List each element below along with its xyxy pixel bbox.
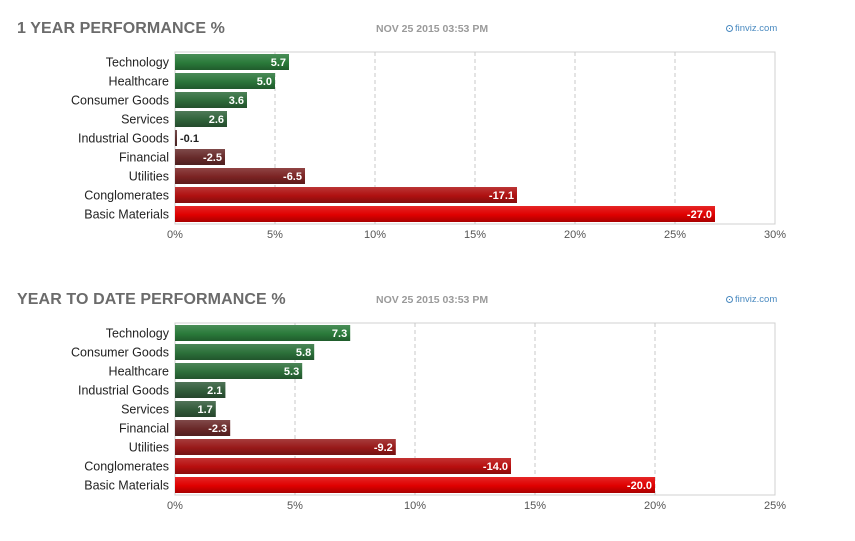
brand-link[interactable]: finviz.com <box>726 23 777 34</box>
bar <box>175 130 177 146</box>
category-label: Consumer Goods <box>71 94 169 108</box>
bar <box>175 382 226 398</box>
value-label: 5.8 <box>296 347 311 359</box>
ytd-performance-panel: YEAR TO DATE PERFORMANCE % NOV 25 2015 0… <box>0 291 855 541</box>
category-label: Conglomerates <box>84 189 169 203</box>
category-label: Technology <box>106 56 170 70</box>
x-tick-label: 20% <box>564 229 586 241</box>
bar <box>175 458 511 474</box>
value-label: -9.2 <box>374 442 393 454</box>
chart-title: 1 YEAR PERFORMANCE % <box>17 20 225 37</box>
bar <box>175 363 303 379</box>
x-tick-label: 0% <box>167 500 183 512</box>
value-label: 2.1 <box>207 385 222 397</box>
x-tick-label: 0% <box>167 229 183 241</box>
value-label: -27.0 <box>687 209 712 221</box>
value-label: 3.6 <box>229 95 244 107</box>
category-label: Conglomerates <box>84 460 169 474</box>
x-tick-label: 10% <box>404 500 426 512</box>
ytd-bar-chart: 0% 5% 10% 15% 20% 25% Technology 7.3 Consumer Go… <box>71 322 786 512</box>
category-label: Services <box>121 113 169 127</box>
category-label: Industrial Goods <box>78 384 169 398</box>
category-label: Healthcare <box>109 75 169 89</box>
brand-link[interactable]: finviz.com <box>726 294 777 305</box>
bar <box>175 73 275 89</box>
bar <box>175 325 351 341</box>
value-label: -17.1 <box>489 190 514 202</box>
chart-title: YEAR TO DATE PERFORMANCE % <box>17 291 286 308</box>
value-label: 5.7 <box>271 57 286 69</box>
category-label: Financial <box>119 151 169 165</box>
bar <box>175 54 289 70</box>
bar <box>175 477 655 493</box>
one-year-bar-chart: 0% 5% 10% 15% 20% 25% 30% Technology 5.7 Healthca… <box>71 51 786 241</box>
x-tick-label: 10% <box>364 229 386 241</box>
value-label: -2.3 <box>208 423 227 435</box>
finviz-logo-icon <box>726 296 733 303</box>
brand-label: finviz.com <box>735 294 778 305</box>
finviz-logo-icon <box>726 25 733 32</box>
value-label: 5.3 <box>284 366 299 378</box>
x-tick-label: 5% <box>287 500 303 512</box>
category-label: Technology <box>106 327 170 341</box>
chart-timestamp: NOV 25 2015 03:53 PM <box>376 23 489 35</box>
x-tick-label: 25% <box>664 229 686 241</box>
category-label: Basic Materials <box>84 208 169 222</box>
bar <box>175 439 396 455</box>
bar <box>175 206 715 222</box>
category-label: Healthcare <box>109 365 169 379</box>
bar <box>175 168 305 184</box>
brand-label: finviz.com <box>735 23 778 34</box>
bar <box>175 92 247 108</box>
value-label: 1.7 <box>198 404 213 416</box>
bar <box>175 344 315 360</box>
x-tick-label: 5% <box>267 229 283 241</box>
bar <box>175 420 231 436</box>
value-label: -2.5 <box>203 152 222 164</box>
value-label: 7.3 <box>332 328 347 340</box>
bar <box>175 149 225 165</box>
x-tick-label: 30% <box>764 229 786 241</box>
value-label: -6.5 <box>283 171 302 183</box>
category-label: Industrial Goods <box>78 132 169 146</box>
category-label: Utilities <box>129 441 169 455</box>
category-label: Financial <box>119 422 169 436</box>
value-label: 2.6 <box>209 114 224 126</box>
x-tick-label: 15% <box>524 500 546 512</box>
value-label: -0.1 <box>180 133 199 145</box>
x-tick-label: 25% <box>764 500 786 512</box>
bar <box>175 401 216 417</box>
chart-timestamp: NOV 25 2015 03:53 PM <box>376 294 489 306</box>
value-label: 5.0 <box>257 76 272 88</box>
category-label: Basic Materials <box>84 479 169 493</box>
bar <box>175 187 517 203</box>
category-label: Services <box>121 403 169 417</box>
bar <box>175 111 227 127</box>
value-label: -20.0 <box>627 480 652 492</box>
one-year-performance-panel: 1 YEAR PERFORMANCE % NOV 25 2015 03:53 P… <box>0 20 855 270</box>
category-label: Consumer Goods <box>71 346 169 360</box>
category-label: Utilities <box>129 170 169 184</box>
x-tick-label: 20% <box>644 500 666 512</box>
value-label: -14.0 <box>483 461 508 473</box>
x-tick-label: 15% <box>464 229 486 241</box>
